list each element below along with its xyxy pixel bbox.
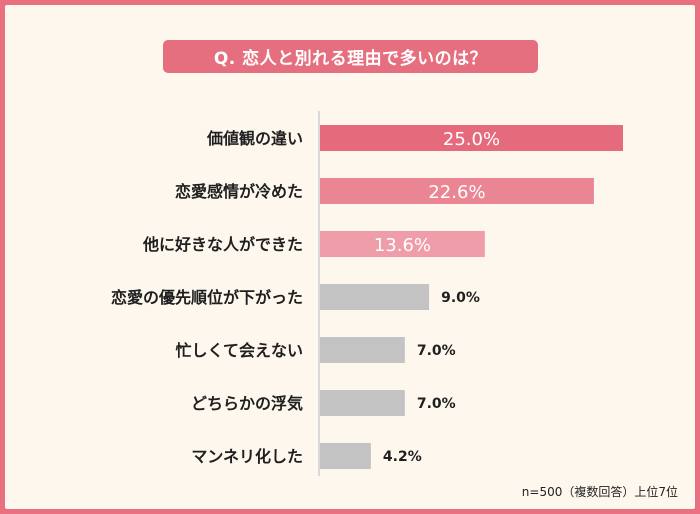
bar [320, 390, 405, 416]
value-label: 7.0% [417, 343, 456, 359]
category-label: 忙しくて会えない [175, 341, 303, 360]
bar [320, 178, 594, 204]
value-label: 4.2% [383, 449, 422, 465]
category-label: 価値観の違い [206, 129, 303, 148]
sample-note: n=500（複数回答）上位7位 [521, 485, 678, 499]
chart-title: Q. 恋人と別れる理由で多いのは？ [163, 40, 538, 73]
value-label: 7.0% [417, 396, 456, 412]
value-label: 25.0% [443, 129, 500, 150]
bar [320, 337, 405, 363]
bar [320, 231, 485, 257]
category-label: 恋愛の優先順位が下がった [111, 288, 303, 307]
category-label: 恋愛感情が冷めた [175, 182, 303, 201]
value-label: 22.6% [428, 182, 485, 203]
category-label: どちらかの浮気 [191, 394, 303, 413]
value-label: 13.6% [374, 235, 431, 256]
bar [320, 125, 623, 151]
category-label: 他に好きな人ができた [142, 235, 303, 254]
category-label: マンネリ化した [191, 447, 303, 466]
bar [320, 284, 430, 310]
bar [320, 443, 371, 469]
value-label: 9.0% [441, 290, 480, 306]
